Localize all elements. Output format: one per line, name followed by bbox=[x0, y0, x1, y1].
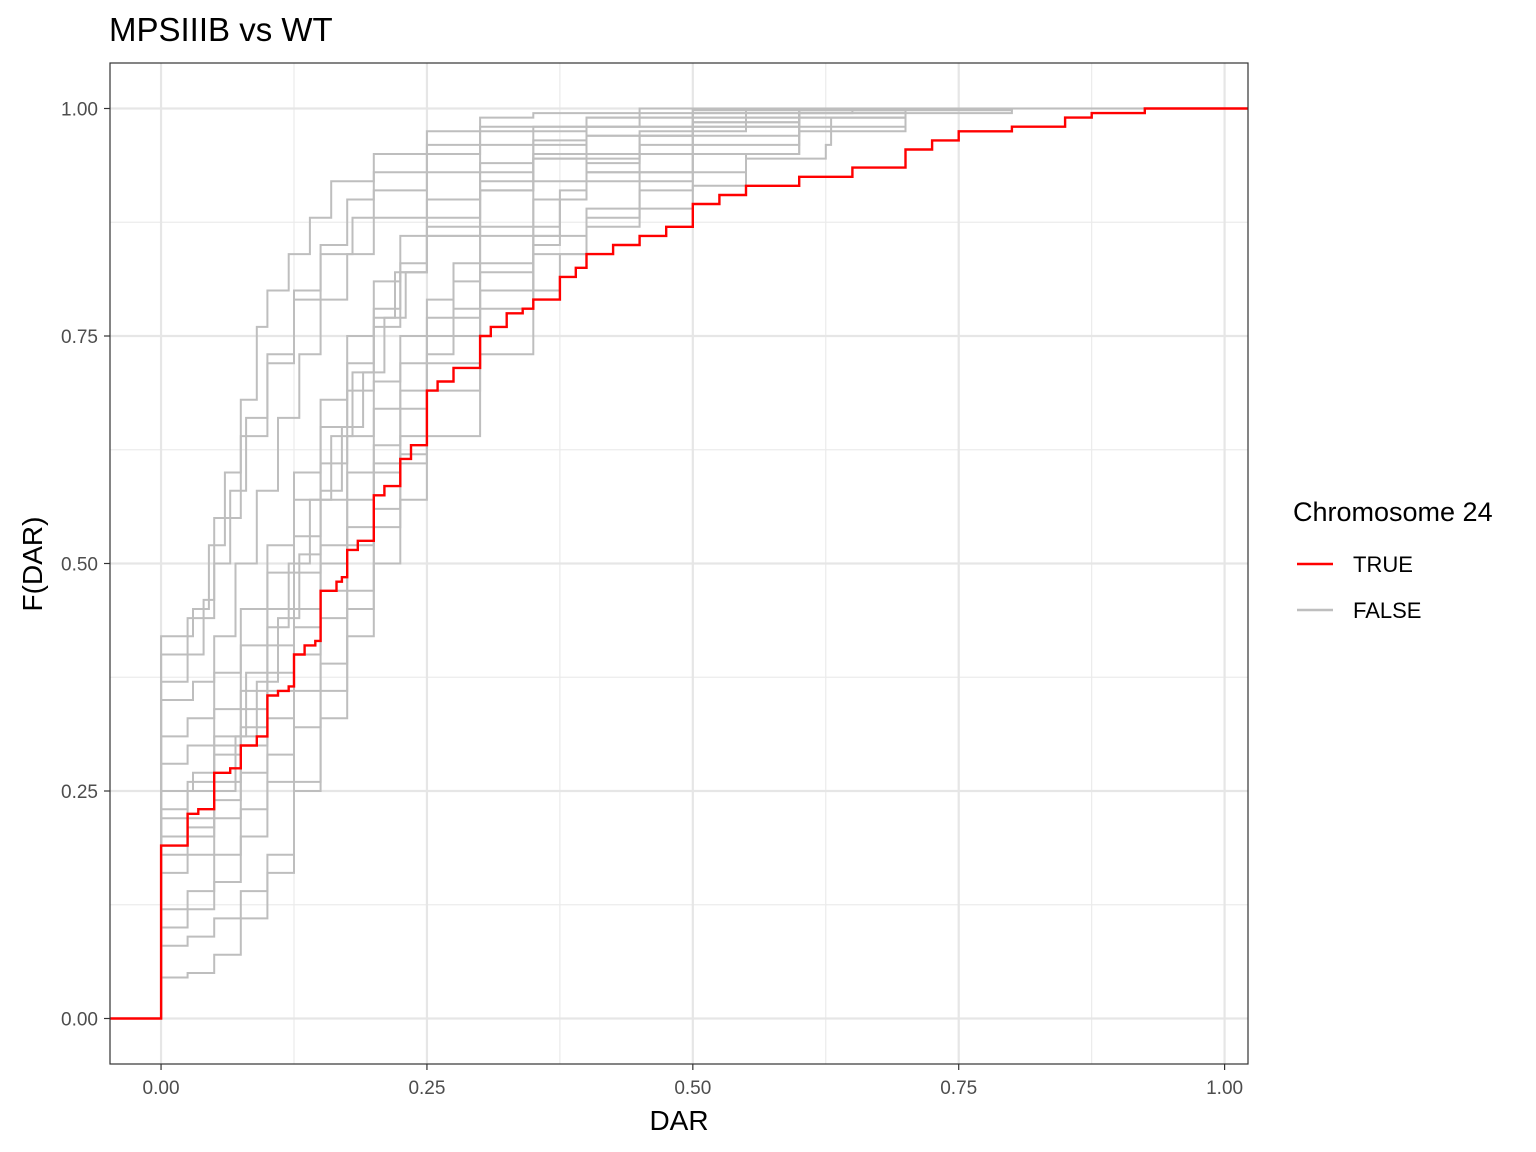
chart-title: MPSIIIB vs WT bbox=[109, 11, 333, 48]
x-tick-label: 0.25 bbox=[408, 1078, 445, 1099]
ecdf-line-true bbox=[110, 107, 1248, 1020]
ecdf-line-false bbox=[110, 107, 1248, 1020]
legend-title: Chromosome 24 bbox=[1293, 497, 1493, 527]
x-axis: 0.00 0.25 0.50 0.75 1.00 bbox=[143, 1064, 1243, 1099]
ecdf-line-false bbox=[110, 107, 1248, 1020]
y-tick-label: 0.00 bbox=[61, 1010, 98, 1031]
x-tick-label: 0.75 bbox=[940, 1078, 977, 1099]
ecdf-line-false bbox=[110, 107, 1248, 1020]
y-tick-label: 0.25 bbox=[61, 782, 98, 803]
y-tick-label: 0.50 bbox=[61, 555, 98, 576]
y-tick-label: 0.75 bbox=[61, 327, 98, 348]
ecdf-line-false bbox=[110, 107, 1248, 1020]
y-axis-label: F(DAR) bbox=[17, 517, 48, 612]
ecdf-line-false bbox=[110, 107, 1248, 1020]
y-tick-label: 1.00 bbox=[61, 100, 98, 121]
plot-lines bbox=[110, 107, 1248, 1020]
x-tick-label: 0.50 bbox=[674, 1078, 711, 1099]
x-tick-label: 1.00 bbox=[1206, 1078, 1243, 1099]
ecdf-line-false bbox=[110, 107, 1248, 1020]
ecdf-line-false bbox=[110, 107, 1248, 1020]
x-axis-label: DAR bbox=[649, 1105, 708, 1136]
legend: Chromosome 24 TRUE FALSE bbox=[1293, 497, 1493, 623]
y-axis: 0.00 0.25 0.50 0.75 1.00 bbox=[61, 100, 110, 1031]
legend-label-true: TRUE bbox=[1353, 552, 1413, 577]
x-tick-label: 0.00 bbox=[143, 1078, 180, 1099]
legend-label-false: FALSE bbox=[1353, 598, 1421, 623]
